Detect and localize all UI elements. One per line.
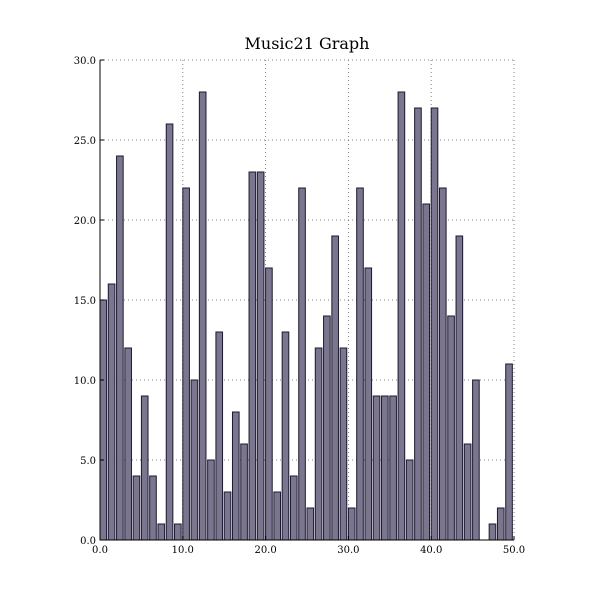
bar xyxy=(215,331,224,541)
bar xyxy=(455,235,464,541)
bar xyxy=(116,155,124,541)
bar xyxy=(339,347,348,541)
x-tick-label: 30.0 xyxy=(337,545,359,556)
bar xyxy=(430,107,439,541)
y-tick-label: 25.0 xyxy=(74,136,96,147)
bar xyxy=(240,443,248,541)
bar xyxy=(381,395,389,541)
bars xyxy=(99,91,513,541)
bar xyxy=(314,347,323,541)
y-tick-label: 5.0 xyxy=(80,456,96,467)
y-tick-label: 30.0 xyxy=(74,56,96,67)
bar xyxy=(323,315,331,541)
bar xyxy=(124,347,132,541)
y-tick-label: 20.0 xyxy=(74,216,96,227)
bar xyxy=(132,475,141,541)
bar xyxy=(496,507,505,541)
x-tick-label: 10.0 xyxy=(172,545,194,556)
bar xyxy=(157,523,166,541)
bar xyxy=(231,411,240,541)
bar xyxy=(298,187,306,541)
bar xyxy=(248,171,257,541)
bar xyxy=(463,443,472,541)
x-tick-label: 20.0 xyxy=(254,545,276,556)
bar xyxy=(389,395,397,541)
bar xyxy=(273,491,282,541)
bar xyxy=(422,203,431,541)
bar xyxy=(364,267,373,541)
bar xyxy=(331,235,339,541)
bar xyxy=(256,171,265,541)
bar xyxy=(207,459,215,541)
bar xyxy=(488,523,497,541)
bar xyxy=(140,395,149,541)
chart-title: Music21 Graph xyxy=(245,34,370,53)
bar xyxy=(107,283,116,541)
x-tick-label: 0.0 xyxy=(92,545,108,556)
bar xyxy=(447,315,455,541)
x-tick-label: 40.0 xyxy=(420,545,442,556)
bar xyxy=(99,299,108,541)
bar xyxy=(405,459,414,541)
bar xyxy=(372,395,381,541)
bar xyxy=(149,475,157,541)
tick-labels: 0.0 5.0 10.0 15.0 20.0 25.0 30.0 0.0 10.0 20.0 30.… xyxy=(74,56,525,556)
bar xyxy=(223,491,232,541)
bar xyxy=(289,475,298,541)
y-tick-label: 10.0 xyxy=(74,376,96,387)
bar xyxy=(182,187,190,541)
bar xyxy=(190,379,199,541)
bar xyxy=(306,507,315,541)
x-tick-label: 50.0 xyxy=(503,545,525,556)
bar xyxy=(438,187,447,541)
bar xyxy=(397,91,406,541)
bar xyxy=(265,267,273,541)
bar xyxy=(347,507,356,541)
bar xyxy=(281,331,290,541)
bar xyxy=(505,363,513,541)
bar xyxy=(174,523,182,541)
bar xyxy=(198,91,207,541)
axes xyxy=(99,59,515,541)
y-tick-label: 15.0 xyxy=(74,296,96,307)
bar xyxy=(472,379,480,541)
y-tick-label: 0.0 xyxy=(80,536,96,547)
bar xyxy=(414,107,422,541)
bar xyxy=(165,123,174,541)
bar xyxy=(356,187,364,541)
